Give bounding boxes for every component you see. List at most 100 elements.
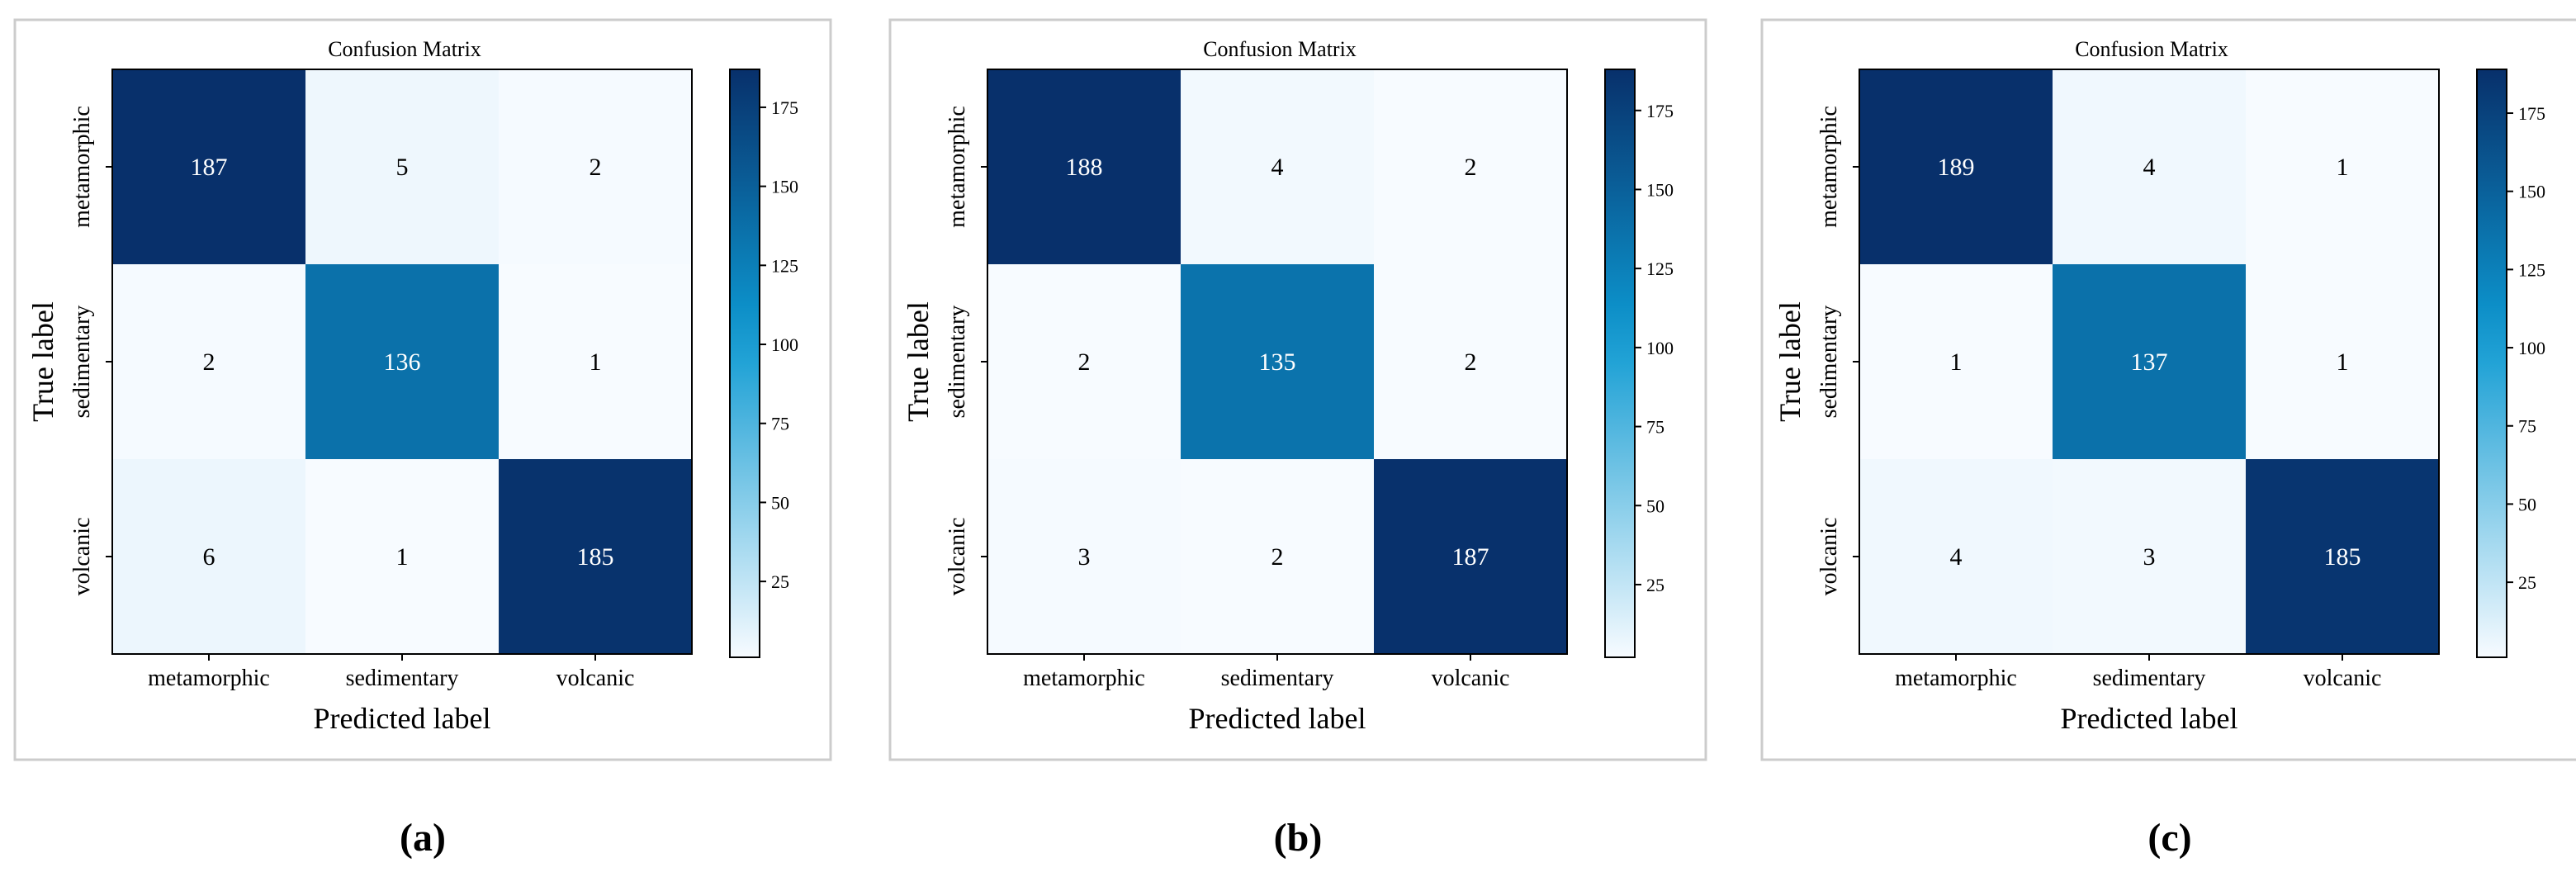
matrix-cell-value: 3	[2143, 543, 2156, 571]
matrix-cell-value: 185	[2324, 543, 2361, 571]
matrix-cell-value: 3	[1078, 543, 1091, 571]
matrix-cell-value: 4	[1950, 543, 1963, 571]
colorbar-tick-label: 25	[771, 571, 789, 592]
matrix-cell-r2-c2	[1181, 264, 1374, 459]
x-tick-label: volcanic	[556, 666, 635, 691]
x-tick-label: sedimentary	[346, 666, 459, 691]
chart-title: Confusion Matrix	[1203, 37, 1357, 61]
colorbar-tick-label: 150	[2518, 182, 2545, 202]
matrix-cell-value: 4	[1271, 154, 1284, 181]
matrix-cell-r1-c1	[1859, 69, 2053, 264]
matrix-cell-value: 187	[191, 154, 228, 181]
matrix-cell-value: 185	[577, 543, 614, 571]
y-axis-title: True label	[1773, 301, 1807, 422]
colorbar-tick-label: 125	[2518, 259, 2545, 280]
chart-title: Confusion Matrix	[2075, 37, 2228, 61]
matrix-cell-r2-c2	[305, 264, 499, 459]
confusion-matrix-panel-1: Confusion Matrix 187 5 2 2 136 1 6 1 185 metamorph…	[13, 18, 832, 860]
matrix-cell-value: 188	[1066, 154, 1103, 181]
x-tick-label: volcanic	[2304, 666, 2382, 691]
matrix-cell-r3-c1	[1859, 459, 2053, 654]
matrix-cell-value: 137	[2131, 348, 2168, 376]
matrix-cell-r2-c3	[499, 264, 692, 459]
matrix-cell-value: 2	[1465, 348, 1477, 376]
y-axis-title: True label	[902, 301, 935, 422]
x-axis-title: Predicted label	[1189, 702, 1366, 735]
matrix-cell-value: 2	[1271, 543, 1284, 571]
matrix-cell-r3-c3	[1374, 459, 1567, 654]
confusion-matrix-panel-3: Confusion Matrix 189 4 1 1 137 1 4 3 185 metamorph…	[1760, 18, 2576, 860]
colorbar-tick-label: 125	[1646, 258, 1674, 279]
y-tick-label: sedimentary	[1816, 306, 1842, 419]
colorbar-tick-label: 50	[2518, 494, 2536, 514]
matrix-cell-r2-c2	[2053, 264, 2246, 459]
colorbar-tick-label: 25	[1646, 575, 1664, 595]
colorbar-tick-label: 25	[2518, 572, 2536, 593]
x-tick-label: volcanic	[1432, 666, 1510, 691]
colorbar-tick-label: 100	[2518, 338, 2545, 358]
x-tick-label: metamorphic	[1023, 666, 1145, 691]
colorbar-tick-label: 75	[2518, 416, 2536, 437]
matrix-cell-value: 136	[384, 348, 421, 376]
y-tick-label: volcanic	[69, 518, 95, 596]
colorbar	[729, 69, 760, 658]
colorbar-tick-label: 100	[771, 334, 798, 355]
x-tick-label: sedimentary	[1221, 666, 1334, 691]
matrix-cell-r3-c1	[987, 459, 1181, 654]
matrix-cell-r3-c3	[2246, 459, 2439, 654]
colorbar	[1604, 69, 1636, 658]
y-tick-label: volcanic	[945, 518, 970, 596]
matrix-cell-value: 187	[1452, 543, 1489, 571]
y-tick-label: sedimentary	[945, 306, 970, 419]
matrix-cell-r1-c1	[112, 69, 305, 264]
x-tick-label: metamorphic	[1895, 666, 2017, 691]
colorbar-tick-label: 150	[771, 177, 798, 197]
matrix-cell-r2-c3	[2246, 264, 2439, 459]
y-tick-label: metamorphic	[945, 106, 970, 228]
matrix-cell-r1-c3	[499, 69, 692, 264]
matrix-cell-value: 2	[590, 154, 602, 181]
y-tick-label: metamorphic	[69, 106, 95, 228]
matrix-cell-value: 2	[1465, 154, 1477, 181]
colorbar-tick-label: 75	[1646, 417, 1664, 438]
matrix-cell-r2-c1	[1859, 264, 2053, 459]
y-tick-label: metamorphic	[1816, 106, 1842, 228]
matrix-cell-value: 5	[396, 154, 409, 181]
colorbar-tick-label: 150	[1646, 179, 1674, 200]
y-tick-label: volcanic	[1816, 518, 1842, 596]
chart-title: Confusion Matrix	[328, 37, 481, 61]
x-tick-label: sedimentary	[2093, 666, 2206, 691]
matrix-cell-value: 1	[2337, 154, 2349, 181]
matrix-cell-value: 2	[203, 348, 215, 376]
matrix-cell-r3-c1	[112, 459, 305, 654]
matrix-cell-r1-c2	[2053, 69, 2246, 264]
x-tick-label: metamorphic	[148, 666, 270, 691]
matrix-cell-r1-c3	[2246, 69, 2439, 264]
x-axis-title: Predicted label	[2061, 702, 2238, 735]
panel-label: (b)	[1274, 816, 1323, 860]
matrix-cell-value: 1	[2337, 348, 2349, 376]
matrix-cell-r2-c1	[987, 264, 1181, 459]
matrix-cell-r3-c3	[499, 459, 692, 654]
colorbar-tick-label: 125	[771, 255, 798, 276]
matrix-cell-value: 1	[590, 348, 602, 376]
matrix-cell-r1-c2	[1181, 69, 1374, 264]
colorbar-tick-label: 100	[1646, 338, 1674, 358]
colorbar-tick-label: 50	[771, 492, 789, 513]
matrix-cell-value: 4	[2143, 154, 2156, 181]
matrix-cell-value: 189	[1938, 154, 1975, 181]
matrix-cell-r1-c1	[987, 69, 1181, 264]
matrix-cell-value: 6	[203, 543, 215, 571]
colorbar-tick-label: 175	[771, 97, 798, 118]
matrix-cell-value: 1	[1950, 348, 1963, 376]
y-axis-title: True label	[26, 301, 59, 422]
matrix-cell-r3-c2	[2053, 459, 2246, 654]
matrix-cell-r2-c1	[112, 264, 305, 459]
colorbar-tick-label: 175	[2518, 103, 2545, 124]
x-axis-title: Predicted label	[314, 702, 491, 735]
colorbar-tick-label: 50	[1646, 495, 1664, 516]
confusion-matrix-panel-2: Confusion Matrix 188 4 2 2 135 2 3 2 187 metamorph…	[888, 18, 1707, 860]
matrix-cell-r1-c2	[305, 69, 499, 264]
matrix-cell-r3-c2	[1181, 459, 1374, 654]
